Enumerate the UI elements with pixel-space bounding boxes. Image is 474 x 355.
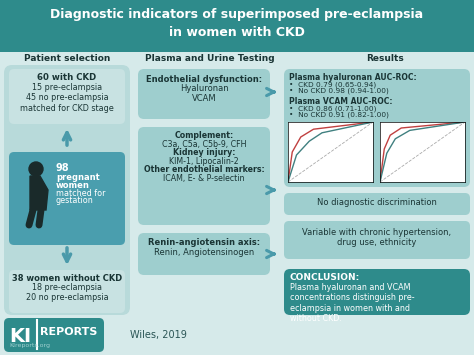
Text: Hyaluronan
VCAM: Hyaluronan VCAM [180,84,228,103]
Text: KIM-1, Lipocalin-2: KIM-1, Lipocalin-2 [169,157,239,166]
Text: Diagnostic indicators of superimposed pre-eclampsia: Diagnostic indicators of superimposed pr… [50,8,424,21]
Text: Endothelial dysfunction:: Endothelial dysfunction: [146,75,262,84]
Text: Complement:: Complement: [174,131,234,140]
Text: 60 with CKD: 60 with CKD [37,73,97,82]
Text: Plasma hyaluronan and VCAM
concentrations distinguish pre-
eclampsia in women wi: Plasma hyaluronan and VCAM concentration… [290,283,415,323]
FancyBboxPatch shape [284,69,470,187]
FancyBboxPatch shape [9,69,125,124]
Text: •  No CKD 0.98 (0.94-1.00): • No CKD 0.98 (0.94-1.00) [289,88,389,94]
Text: Plasma VCAM AUC-ROC:: Plasma VCAM AUC-ROC: [289,97,392,106]
FancyBboxPatch shape [288,122,373,182]
Text: KIreports.org: KIreports.org [9,343,50,348]
Text: 15 pre-eclampsia
45 no pre-eclampsia
matched for CKD stage: 15 pre-eclampsia 45 no pre-eclampsia mat… [20,83,114,113]
Text: pregnant: pregnant [56,173,100,182]
Text: 98: 98 [56,163,70,173]
FancyBboxPatch shape [0,0,474,52]
Text: Plasma and Urine Testing: Plasma and Urine Testing [145,54,275,63]
Text: matched for: matched for [56,189,106,198]
FancyBboxPatch shape [284,221,470,259]
Text: •  No CKD 0.91 (0.82-1.00): • No CKD 0.91 (0.82-1.00) [289,112,389,119]
Text: REPORTS: REPORTS [40,327,97,337]
Text: women: women [56,181,90,190]
Text: •  CKD 0.86 (0.71-1.00): • CKD 0.86 (0.71-1.00) [289,105,376,111]
Text: Kidney injury:: Kidney injury: [173,148,235,157]
Text: Variable with chronic hypertension,
drug use, ethnicity: Variable with chronic hypertension, drug… [302,228,452,247]
Text: 38 women without CKD: 38 women without CKD [12,274,122,283]
Polygon shape [30,176,48,210]
Text: No diagnostic discrimination: No diagnostic discrimination [317,198,437,207]
FancyBboxPatch shape [284,269,470,315]
Text: Patient selection: Patient selection [24,54,110,63]
Text: Wiles, 2019: Wiles, 2019 [130,330,187,340]
Text: gestation: gestation [56,196,94,205]
FancyBboxPatch shape [138,127,270,225]
FancyBboxPatch shape [4,318,104,352]
Text: CONCLUSION:: CONCLUSION: [290,273,360,282]
Text: Other endothelial markers:: Other endothelial markers: [144,165,264,174]
FancyBboxPatch shape [9,152,125,245]
FancyBboxPatch shape [138,233,270,275]
FancyBboxPatch shape [9,270,125,313]
Text: KI: KI [9,327,31,346]
FancyBboxPatch shape [380,122,465,182]
Text: •  CKD 0.79 (0.65-0.94): • CKD 0.79 (0.65-0.94) [289,81,376,87]
FancyBboxPatch shape [284,193,470,215]
Text: 18 pre-eclampsia
20 no pre-eclampsia: 18 pre-eclampsia 20 no pre-eclampsia [26,283,109,302]
Text: Plasma hyaluronan AUC-ROC:: Plasma hyaluronan AUC-ROC: [289,73,417,82]
FancyBboxPatch shape [4,65,130,315]
Text: Renin-angiotensin axis:: Renin-angiotensin axis: [148,238,260,247]
Text: C3a, C5a, C5b-9, CFH: C3a, C5a, C5b-9, CFH [162,140,246,149]
Circle shape [29,162,43,176]
Text: Renin, Angiotensinogen: Renin, Angiotensinogen [154,248,254,257]
Text: in women with CKD: in women with CKD [169,26,305,39]
Text: ICAM, E- & P-selectin: ICAM, E- & P-selectin [163,174,245,183]
Text: Results: Results [366,54,404,63]
FancyBboxPatch shape [138,69,270,119]
